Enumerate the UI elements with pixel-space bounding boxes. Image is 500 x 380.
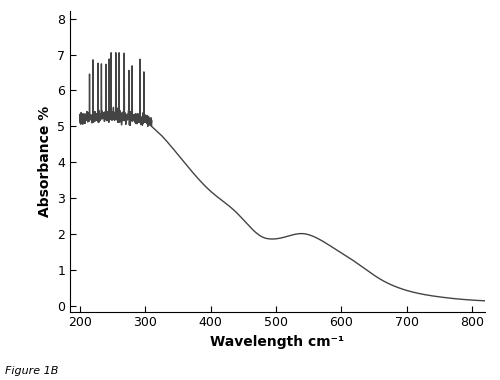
- X-axis label: Wavelength cm⁻¹: Wavelength cm⁻¹: [210, 335, 344, 349]
- Text: Figure 1B: Figure 1B: [5, 366, 59, 376]
- Y-axis label: Absorbance %: Absorbance %: [38, 106, 52, 217]
